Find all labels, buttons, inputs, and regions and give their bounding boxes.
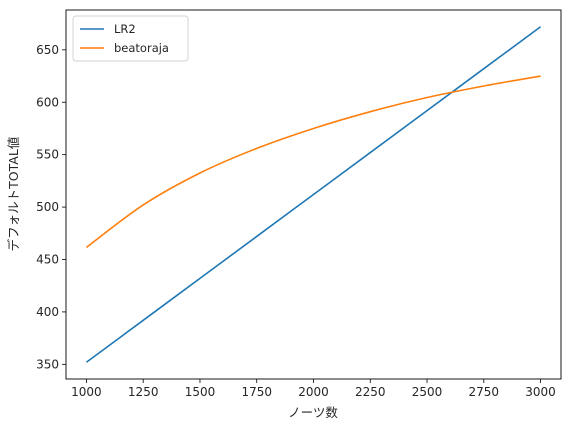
x-tick-label: 2750 [469, 385, 500, 399]
x-axis-ticks: 1000 1250 1500 1750 2000 2250 2500 2750 3000 [71, 379, 556, 399]
y-tick-label: 650 [36, 43, 59, 57]
legend: LR2 beatoraja [72, 15, 189, 62]
x-tick-label: 1750 [241, 385, 272, 399]
y-axis-ticks: 350 400 450 500 550 600 650 [36, 43, 66, 371]
x-tick-label: 2250 [355, 385, 386, 399]
y-axis-label: デフォルトTOTAL値 [6, 137, 21, 252]
legend-box [72, 15, 189, 62]
x-tick-label: 3000 [525, 385, 556, 399]
y-tick-label: 400 [36, 305, 59, 319]
x-tick-label: 1500 [185, 385, 216, 399]
y-tick-label: 350 [36, 357, 59, 371]
legend-label-LR2: LR2 [114, 22, 136, 36]
legend-label-beatoraja: beatoraja [114, 41, 169, 55]
y-tick-label: 500 [36, 200, 59, 214]
x-axis-label: ノーツ数 [288, 405, 338, 420]
y-tick-label: 550 [36, 148, 59, 162]
series-line-beatoraja [85, 75, 541, 249]
y-tick-label: 450 [36, 252, 59, 266]
x-tick-label: 2000 [298, 385, 329, 399]
series-lines [85, 26, 542, 363]
x-tick-label: 1250 [128, 385, 159, 399]
series-line-LR2 [85, 26, 542, 363]
x-tick-label: 1000 [71, 385, 102, 399]
x-tick-label: 2500 [412, 385, 443, 399]
y-tick-label: 600 [36, 95, 59, 109]
